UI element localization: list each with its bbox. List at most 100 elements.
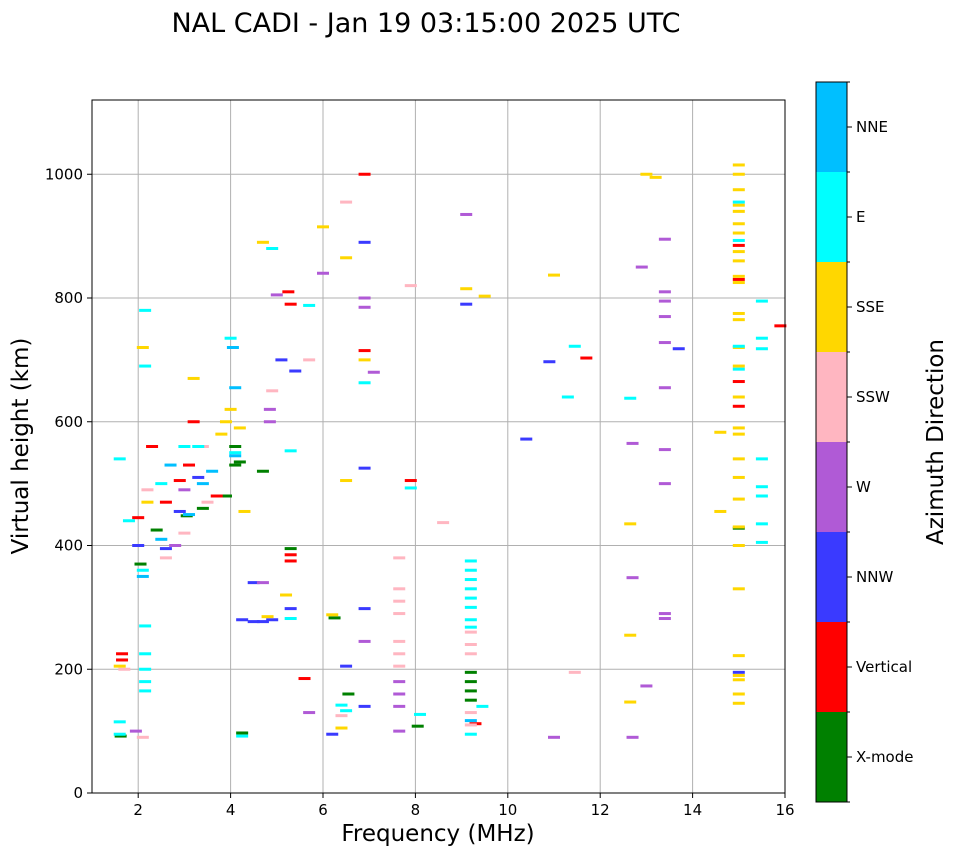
data-point <box>732 395 745 399</box>
data-point <box>732 238 745 242</box>
data-point <box>640 172 653 176</box>
series-ssw <box>118 200 581 739</box>
data-point <box>155 537 168 541</box>
data-point <box>520 437 533 441</box>
data-point <box>284 449 297 453</box>
data-point <box>464 559 477 563</box>
data-point <box>358 172 371 176</box>
data-point <box>755 494 768 498</box>
data-point <box>236 734 249 738</box>
data-point <box>732 475 745 479</box>
colorbar-segment <box>816 82 847 172</box>
colorbar-segment <box>816 532 847 622</box>
data-point <box>732 364 745 368</box>
data-point <box>358 358 371 362</box>
data-point <box>624 700 637 704</box>
data-point <box>326 732 339 736</box>
data-point <box>626 441 639 445</box>
data-point <box>261 615 274 619</box>
data-point <box>284 553 297 557</box>
data-point <box>229 463 242 467</box>
data-point <box>714 430 727 434</box>
data-point <box>136 735 149 739</box>
data-point <box>192 445 205 448</box>
data-point <box>732 163 745 167</box>
data-point <box>732 259 745 263</box>
data-point <box>658 299 671 303</box>
data-point <box>460 212 473 216</box>
data-point <box>732 222 745 226</box>
data-point <box>464 680 477 684</box>
colorbar-segment <box>816 352 847 442</box>
data-point <box>464 605 477 609</box>
x-tick-label: 4 <box>226 801 236 819</box>
data-point <box>393 587 406 591</box>
data-point <box>732 231 745 235</box>
x-tick-label: 16 <box>775 801 794 819</box>
data-point <box>367 370 380 374</box>
data-point <box>755 522 768 526</box>
data-point <box>201 500 214 504</box>
data-point <box>568 344 581 348</box>
x-axis-label: Frequency (MHz) <box>341 821 534 847</box>
data-point <box>732 281 745 285</box>
data-point <box>178 531 191 535</box>
data-point <box>755 347 768 351</box>
data-point <box>247 581 260 585</box>
data-point <box>649 175 662 179</box>
data-point <box>169 544 182 547</box>
colorbar-frame <box>815 81 848 803</box>
data-point <box>284 617 297 621</box>
data-point <box>233 426 246 430</box>
data-point <box>164 463 177 467</box>
data-point <box>187 420 200 424</box>
data-point <box>732 311 745 315</box>
data-point <box>732 673 745 677</box>
y-axis-label: Virtual height (km) <box>8 338 34 555</box>
data-point <box>266 389 279 393</box>
data-point <box>340 256 353 260</box>
data-point <box>658 612 671 616</box>
data-point <box>358 305 371 309</box>
data-point <box>317 225 329 229</box>
data-point <box>129 729 142 733</box>
data-point <box>132 516 145 520</box>
data-point <box>464 689 477 693</box>
data-point <box>256 240 269 244</box>
data-point <box>113 732 126 736</box>
colorbar-segment <box>816 442 847 532</box>
data-point <box>393 599 406 603</box>
data-point <box>141 500 154 504</box>
data-point <box>118 667 131 671</box>
data-point <box>226 346 239 349</box>
colorbar-label: Azimuth Direction <box>923 339 949 545</box>
data-point <box>732 172 745 176</box>
data-point <box>464 618 477 622</box>
y-tick-label: 0 <box>73 784 83 802</box>
data-point <box>139 667 152 671</box>
data-point <box>303 303 316 307</box>
data-point <box>173 479 186 483</box>
data-point <box>136 574 149 578</box>
data-point <box>196 482 209 486</box>
data-point <box>155 482 168 486</box>
data-point <box>626 735 639 739</box>
data-point <box>658 290 671 294</box>
chart-title: NAL CADI - Jan 19 03:15:00 2025 UTC <box>171 8 680 39</box>
data-point <box>173 509 186 513</box>
data-point <box>774 324 787 328</box>
data-point <box>340 709 353 713</box>
data-point <box>732 457 745 461</box>
data-point <box>196 506 209 510</box>
data-point <box>139 689 152 693</box>
data-point <box>303 358 316 362</box>
data-point <box>640 684 653 688</box>
data-point <box>132 544 145 547</box>
data-point <box>732 497 745 501</box>
data-point <box>543 360 556 364</box>
colorbar-tick-label: NNE <box>856 118 888 136</box>
data-point <box>732 544 745 547</box>
x-axis-ticks: 2 4 6 8 10 12 14 16 <box>133 793 795 819</box>
data-point <box>732 692 745 696</box>
data-point <box>658 482 671 486</box>
